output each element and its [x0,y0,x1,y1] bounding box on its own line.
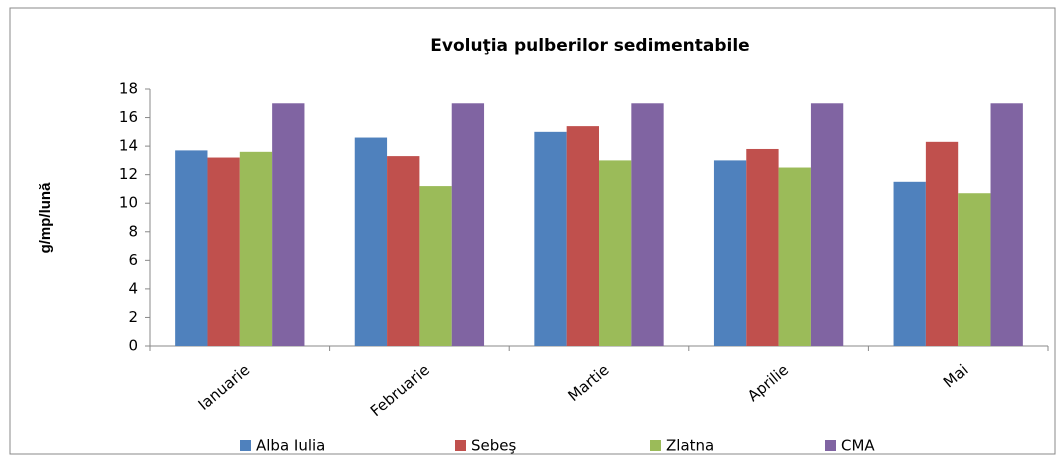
bar [566,126,599,346]
bar [207,157,240,346]
bar [631,103,664,347]
bar [746,148,779,346]
y-axis-label: g/mp/lună [37,182,54,253]
y-tick-label: 18 [119,80,138,98]
legend-swatch [650,440,661,451]
legend-label: Sebeş [471,437,517,455]
y-tick-label: 8 [128,222,138,240]
bar [419,186,452,346]
legend-label: Zlatna [666,437,714,455]
legend-swatch [240,440,251,451]
bar [451,103,485,347]
legend-label: CMA [841,437,875,455]
y-tick-label: 0 [128,337,138,355]
y-tick-label: 2 [128,308,138,326]
y-tick-label: 10 [119,194,138,212]
bar [810,103,844,347]
y-tick-label: 16 [119,108,138,126]
legend-swatch [455,440,466,451]
chart-title: Evoluţia pulberilor sedimentabile [430,36,749,56]
bar [272,103,305,347]
bar [387,156,420,346]
bar [354,137,388,346]
bar [925,141,959,346]
bar [893,181,926,346]
bar [239,151,273,346]
y-tick-label: 4 [128,279,138,297]
y-tick-label: 6 [128,251,138,269]
bar [778,167,811,346]
bar [599,160,632,346]
legend-swatch [825,440,836,451]
bar [175,150,208,346]
bar [534,131,567,346]
bar [958,193,991,346]
y-tick-label: 14 [119,137,138,155]
legend-label: Alba Iulia [256,437,325,455]
bar [990,103,1023,347]
bar [713,160,747,346]
y-tick-label: 12 [119,165,138,183]
